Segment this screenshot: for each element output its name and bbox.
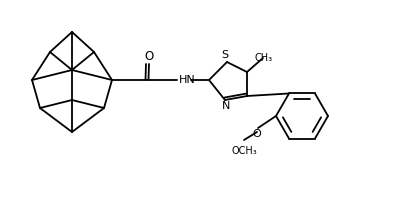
Text: O: O [253,129,261,139]
Text: S: S [221,50,229,60]
Text: N: N [222,101,230,111]
Text: CH₃: CH₃ [255,53,273,63]
Text: OCH₃: OCH₃ [231,146,257,156]
Text: O: O [144,51,154,63]
Text: HN: HN [179,75,196,85]
